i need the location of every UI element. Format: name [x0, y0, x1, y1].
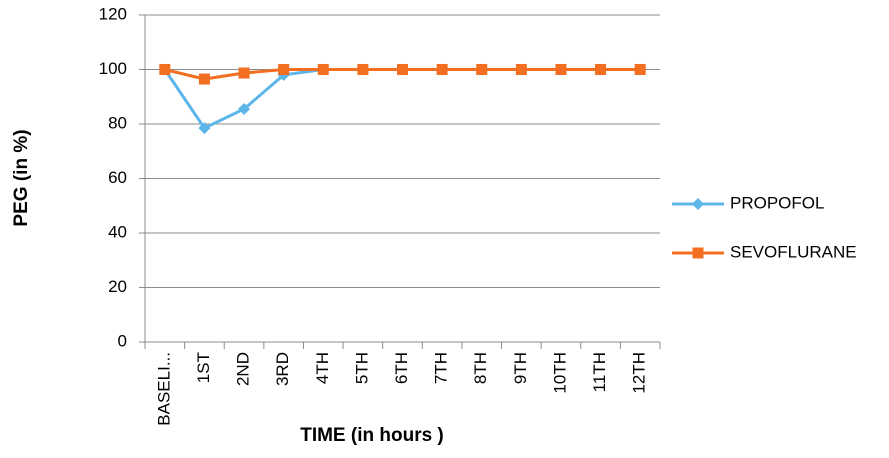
data-point [595, 64, 607, 75]
x-tick-label: 9TH [511, 352, 530, 384]
data-point [198, 122, 211, 135]
data-point [238, 103, 251, 116]
data-point [317, 64, 329, 75]
x-tick-label: 12TH [630, 352, 649, 394]
y-tick-label: 0 [118, 331, 127, 350]
y-tick-label: 80 [108, 113, 127, 132]
y-tick-label: 60 [108, 168, 127, 187]
x-tick-label: 8TH [471, 352, 490, 384]
data-point [476, 64, 488, 75]
x-tick-label: BASELI... [154, 352, 173, 426]
data-point [397, 64, 408, 75]
x-tick-label: 10TH [550, 352, 569, 394]
data-point [515, 64, 527, 75]
y-tick-label: 40 [108, 222, 127, 241]
x-tick-label: 3RD [273, 352, 292, 386]
data-point [436, 64, 448, 75]
data-point [238, 67, 250, 79]
x-tick-label: 7TH [432, 352, 451, 384]
y-tick-label: 120 [99, 4, 127, 23]
y-tick-label: 20 [108, 277, 127, 296]
x-tick-label: 1ST [194, 352, 213, 383]
legend-label: SEVOFLURANE [730, 242, 857, 261]
x-tick-label: 6TH [392, 352, 411, 384]
data-point [278, 64, 290, 75]
data-point [159, 64, 171, 75]
data-point [198, 73, 210, 85]
x-tick-label: 4TH [313, 352, 332, 384]
y-axis-title: PEG (in %) [11, 129, 32, 226]
data-point [555, 64, 567, 75]
series-line [163, 68, 641, 131]
y-tick-label: 100 [99, 59, 127, 78]
legend-marker [692, 198, 704, 210]
legend-label: PROPOFOL [730, 193, 824, 212]
x-tick-label: 5TH [352, 352, 371, 384]
x-tick-label: 2ND [234, 352, 253, 386]
data-point [634, 64, 646, 75]
legend-marker [692, 247, 704, 259]
x-axis-title: TIME (in hours ) [300, 425, 444, 446]
x-tick-label: 11TH [590, 352, 609, 392]
data-point [357, 64, 369, 75]
